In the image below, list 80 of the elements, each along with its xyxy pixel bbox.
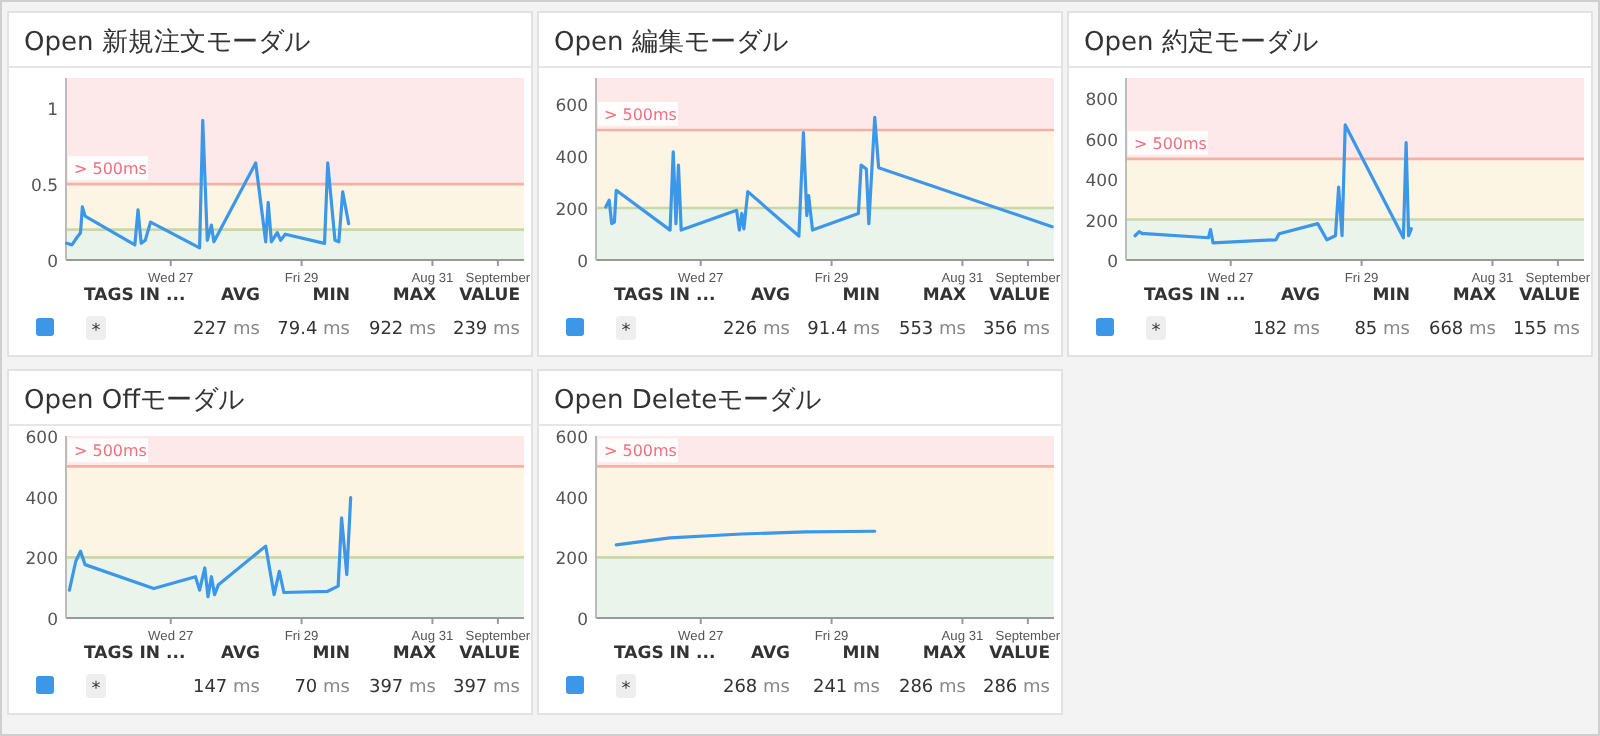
band-label: > 500ms bbox=[604, 106, 677, 124]
legend-label: * bbox=[91, 322, 102, 342]
text: 226 ms bbox=[722, 320, 791, 340]
text: 286 ms bbox=[982, 678, 1051, 698]
text: VALUE bbox=[459, 644, 521, 664]
text: VALUE bbox=[459, 286, 521, 306]
y-tick-label: 400 bbox=[1085, 172, 1118, 193]
text: 356 ms bbox=[982, 320, 1051, 340]
text: TAGS IN ... bbox=[614, 286, 716, 306]
text: AVG bbox=[220, 286, 261, 306]
y-tick-label: 0 bbox=[47, 253, 58, 273]
band-label: > 500ms bbox=[604, 442, 677, 461]
y-tick-label: 0 bbox=[47, 611, 58, 631]
legend-label: * bbox=[621, 680, 632, 700]
y-tick-label: 200 bbox=[555, 550, 588, 571]
y-tick-label: 0.5 bbox=[30, 177, 58, 198]
y-tick-label: 800 bbox=[1085, 91, 1118, 112]
text: AVG bbox=[750, 644, 791, 664]
text: MAX bbox=[922, 286, 967, 306]
text: 155 ms bbox=[1512, 320, 1581, 340]
chart-title: Open Offモーダル bbox=[24, 386, 245, 416]
y-tick-label: 1 bbox=[47, 101, 58, 122]
text: 182 ms bbox=[1252, 320, 1321, 340]
band-label: > 500ms bbox=[74, 442, 147, 461]
y-tick-label: 200 bbox=[555, 201, 588, 221]
band-label: > 500ms bbox=[74, 160, 147, 179]
text: 922 ms bbox=[368, 320, 437, 340]
chart-title: Open 新規注文モーダル bbox=[24, 28, 310, 58]
y-tick-label: 200 bbox=[1085, 212, 1118, 233]
text: TAGS IN ... bbox=[1144, 286, 1246, 306]
text: AVG bbox=[220, 644, 261, 664]
text: 668 ms bbox=[1428, 320, 1497, 340]
text: MIN bbox=[842, 286, 880, 306]
text: 268 ms bbox=[722, 678, 791, 698]
text: VALUE bbox=[989, 644, 1051, 664]
y-tick-label: 0 bbox=[577, 253, 588, 273]
y-tick-label: 600 bbox=[555, 429, 588, 449]
text: 147 ms bbox=[192, 678, 261, 698]
text: AVG bbox=[750, 286, 791, 306]
text: MIN bbox=[312, 286, 350, 306]
legend-label: * bbox=[1151, 322, 1162, 342]
text: MAX bbox=[922, 644, 967, 664]
y-tick-label: 600 bbox=[555, 97, 588, 117]
text: 553 ms bbox=[898, 320, 967, 340]
text: AVG bbox=[1280, 286, 1321, 306]
y-tick-label: 400 bbox=[555, 489, 588, 510]
text: 227 ms bbox=[192, 320, 261, 340]
y-tick-label: 200 bbox=[25, 550, 58, 571]
y-tick-label: 0 bbox=[1107, 253, 1118, 273]
y-tick-label: 400 bbox=[555, 149, 588, 169]
text: MAX bbox=[392, 644, 437, 664]
text: 286 ms bbox=[898, 678, 967, 698]
legend-label: * bbox=[91, 680, 102, 700]
text: MIN bbox=[842, 644, 880, 664]
text: 397 ms bbox=[368, 678, 437, 698]
text: 79.4 ms bbox=[277, 320, 351, 340]
band-label: > 500ms bbox=[1134, 134, 1207, 153]
y-tick-label: 0 bbox=[577, 611, 588, 631]
text: TAGS IN ... bbox=[614, 644, 716, 664]
text: MAX bbox=[1452, 286, 1497, 306]
chart-title: Open Deleteモーダル bbox=[554, 386, 822, 416]
text: MIN bbox=[1372, 286, 1410, 306]
text: TAGS IN ... bbox=[84, 286, 186, 306]
text: 85 ms bbox=[1354, 320, 1411, 340]
text: 70 ms bbox=[294, 678, 351, 698]
text: VALUE bbox=[1519, 286, 1581, 306]
text: MAX bbox=[392, 286, 437, 306]
chart-title: Open 編集モーダル bbox=[554, 28, 788, 58]
y-tick-label: 600 bbox=[25, 429, 58, 449]
legend-label: * bbox=[621, 322, 632, 342]
y-tick-label: 400 bbox=[25, 489, 58, 510]
text: TAGS IN ... bbox=[84, 644, 186, 664]
y-tick-label: 600 bbox=[1085, 131, 1118, 152]
text: MIN bbox=[312, 644, 350, 664]
text: VALUE bbox=[989, 286, 1051, 306]
text: 241 ms bbox=[812, 678, 881, 698]
text: 397 ms bbox=[452, 678, 521, 698]
text: 239 ms bbox=[452, 320, 521, 340]
chart-title: Open 約定モーダル bbox=[1084, 28, 1318, 58]
text: 91.4 ms bbox=[807, 320, 881, 340]
